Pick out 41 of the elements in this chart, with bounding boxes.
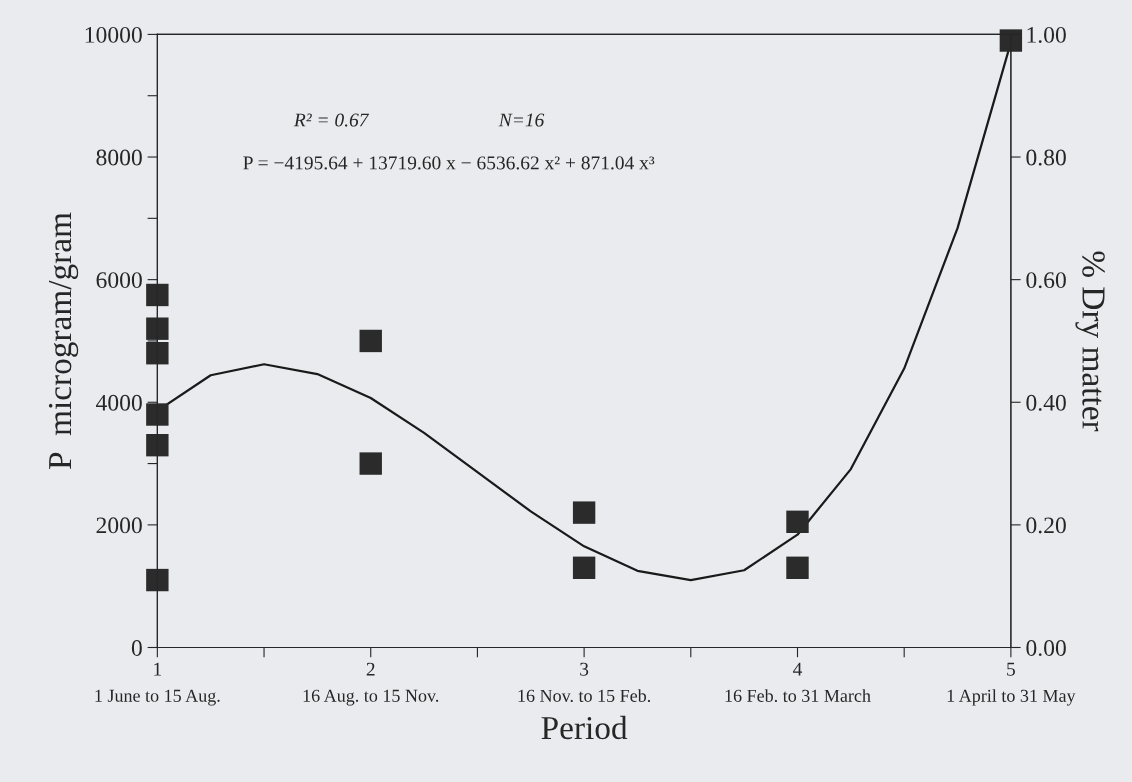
y2-tick-label: 0.80 (1026, 149, 1066, 166)
point (359, 329, 382, 353)
y-tick-label: 10000 (85, 26, 142, 43)
text: 1 June to 15 Aug. (95, 689, 220, 706)
y2-tick-label: 0.60 (1026, 272, 1066, 289)
x-axis-title: Period (541, 715, 628, 740)
point (146, 433, 169, 457)
point (572, 556, 596, 579)
point (786, 556, 809, 579)
text: 1 April to 31 May (947, 689, 1076, 706)
point (146, 568, 169, 592)
point (572, 501, 596, 524)
point (146, 317, 169, 340)
y2-tick-label: 1.00 (1027, 26, 1066, 43)
y2-tick-label: 0.20 (1026, 517, 1066, 534)
x-tick-label: 2 (366, 662, 375, 676)
point (999, 29, 1023, 52)
point (359, 452, 382, 475)
point (146, 342, 169, 365)
point (786, 510, 809, 534)
y2-axis-title: % Dry matter (1075, 251, 1105, 432)
y2-tick-label: 0.40 (1026, 394, 1066, 411)
annotation: P = −4195.64 + 13719.60 x − 6536.62 x² + 871.04 x³ (243, 156, 655, 170)
y-tick-label: 0 (131, 639, 142, 656)
x-tick-label: 5 (1007, 662, 1015, 676)
annotation: R² = 0.67 (293, 113, 370, 127)
y-tick-label: 2000 (96, 517, 142, 534)
y-tick-label: 6000 (96, 272, 142, 289)
x-tick-label: 4 (793, 662, 803, 676)
x-tick-label: 1 (154, 662, 162, 676)
y2-tick-label: 0.00 (1026, 639, 1066, 657)
text: 16 Feb. to 31 March (725, 689, 871, 702)
y-axis-title: P microgram/gram (48, 212, 79, 469)
y-tick-label: 8000 (96, 149, 142, 166)
y-tick-label: 4000 (96, 394, 142, 411)
point (146, 283, 169, 307)
point (146, 403, 169, 426)
text: 16 Nov. to 15 Feb. (518, 689, 651, 702)
text: 16 Aug. to 15 Nov. (303, 689, 439, 706)
annotation: N=16 (498, 113, 545, 127)
x-tick-label: 3 (580, 662, 589, 676)
